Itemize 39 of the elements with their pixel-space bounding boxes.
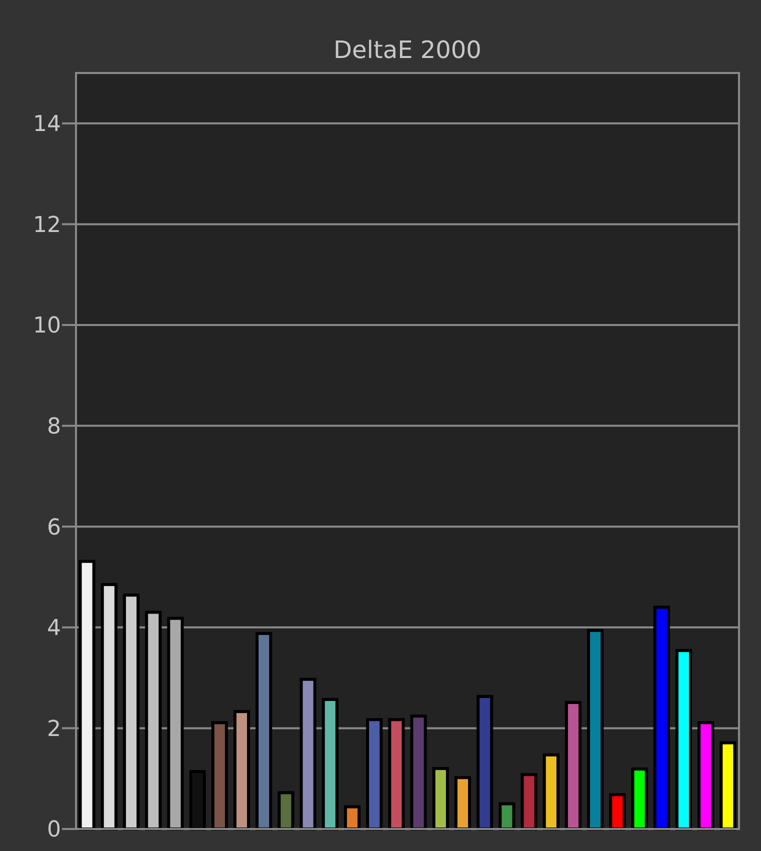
bar xyxy=(587,628,604,830)
bar xyxy=(388,718,405,830)
bar xyxy=(520,773,538,830)
bar xyxy=(100,583,118,830)
y-tick-label: 6 xyxy=(47,515,61,540)
bar xyxy=(211,721,228,830)
bar xyxy=(122,594,140,830)
bar xyxy=(476,694,494,830)
bar xyxy=(366,718,383,830)
bar xyxy=(454,776,472,830)
y-tick-label: 10 xyxy=(33,314,61,339)
y-tick-label: 2 xyxy=(47,716,61,742)
bar xyxy=(233,710,250,830)
bar xyxy=(564,700,582,830)
bar xyxy=(322,698,338,830)
chart-title: DeltaE 2000 xyxy=(334,36,482,64)
bar xyxy=(410,714,427,830)
y-tick-label: 4 xyxy=(47,616,61,642)
bar xyxy=(278,791,294,830)
y-tick-label: 8 xyxy=(47,414,61,440)
bar xyxy=(631,768,648,830)
bar xyxy=(609,793,626,830)
bar xyxy=(675,649,692,830)
bar xyxy=(78,560,96,830)
y-tick-label: 12 xyxy=(33,212,61,238)
bar xyxy=(653,606,670,830)
bar xyxy=(432,767,449,830)
y-tick-label: 14 xyxy=(33,112,61,138)
bar xyxy=(698,721,714,830)
bar xyxy=(720,741,736,830)
bar xyxy=(256,632,272,830)
y-tick-label: 0 xyxy=(47,818,61,843)
bar xyxy=(145,610,162,830)
bar xyxy=(344,805,361,830)
bar xyxy=(300,678,316,830)
bar xyxy=(542,753,560,830)
bar xyxy=(167,616,184,830)
bar xyxy=(498,802,516,830)
bar xyxy=(189,770,206,830)
